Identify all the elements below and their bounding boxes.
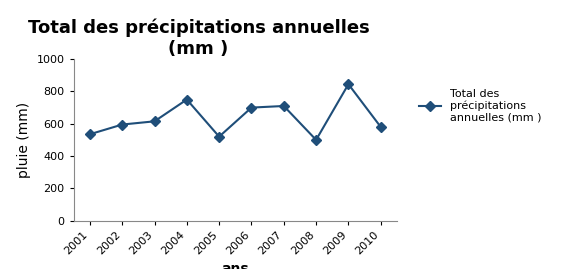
Total des
précipitations
annuelles (mm ) (248, 106, 255, 109)
Text: Total des précipitations annuelles
(mm ): Total des précipitations annuelles (mm ) (28, 19, 369, 58)
X-axis label: ans: ans (222, 262, 249, 269)
Y-axis label: pluie (mm): pluie (mm) (17, 102, 31, 178)
Total des
précipitations
annuelles (mm ) (280, 104, 287, 108)
Total des
précipitations
annuelles (mm ) (312, 138, 319, 141)
Legend: Total des
précipitations
annuelles (mm ): Total des précipitations annuelles (mm ) (418, 89, 541, 123)
Total des
précipitations
annuelles (mm ) (377, 125, 384, 129)
Total des
précipitations
annuelles (mm ) (345, 83, 352, 86)
Total des
précipitations
annuelles (mm ) (215, 135, 222, 138)
Total des
précipitations
annuelles (mm ) (86, 133, 93, 136)
Total des
précipitations
annuelles (mm ) (183, 98, 190, 101)
Total des
précipitations
annuelles (mm ) (119, 123, 125, 126)
Line: Total des
précipitations
annuelles (mm ): Total des précipitations annuelles (mm ) (86, 81, 384, 143)
Total des
précipitations
annuelles (mm ) (151, 120, 158, 123)
